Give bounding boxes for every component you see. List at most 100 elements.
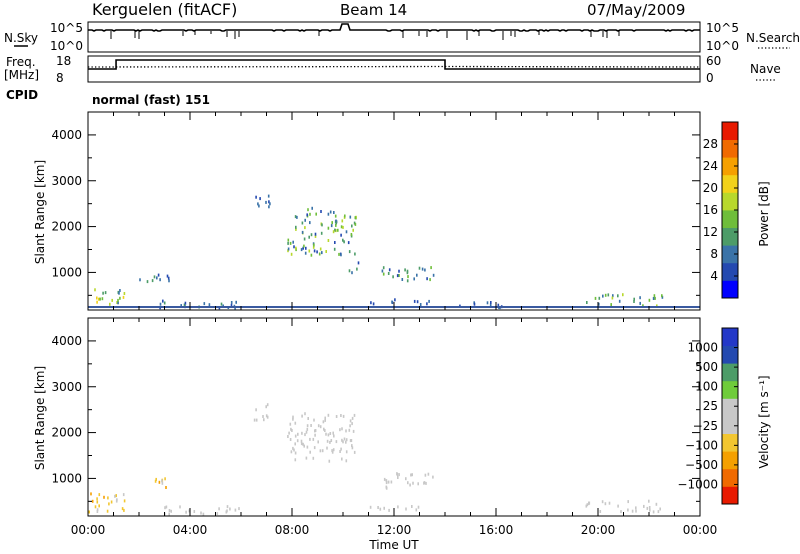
scatter-cell xyxy=(639,296,641,300)
scatter-cell xyxy=(327,433,330,437)
scatter-cell xyxy=(117,298,119,302)
scatter-cell xyxy=(319,247,322,251)
freq-tick-top: 18 xyxy=(56,54,71,68)
colorbar-tick-label: 4 xyxy=(710,269,718,283)
scatter-cell xyxy=(341,427,343,431)
scatter-cell xyxy=(397,476,399,479)
scatter-cell xyxy=(321,449,324,453)
scatter-cell xyxy=(155,477,157,481)
scatter-cell xyxy=(337,228,339,232)
colorbar-segment xyxy=(722,174,738,193)
scatter-cell xyxy=(255,195,257,199)
scatter-cell xyxy=(287,247,290,251)
scatter-cell xyxy=(184,301,187,305)
scatter-cell xyxy=(340,447,342,451)
scatter-cell xyxy=(341,438,343,442)
scatter-cell xyxy=(424,473,427,477)
colorbar-segment xyxy=(722,210,738,228)
power-frame xyxy=(87,111,701,311)
scatter-cell xyxy=(497,303,500,307)
scatter-cell xyxy=(406,279,409,283)
scatter-cell xyxy=(117,301,119,305)
scatter-cell xyxy=(352,429,355,433)
scatter-cell xyxy=(314,234,317,238)
power-axes: 4000 3000 2000 1000 xyxy=(51,111,701,310)
scatter-cell xyxy=(268,205,270,209)
scatter-cell xyxy=(185,510,187,514)
scatter-cell xyxy=(327,212,330,216)
scatter-cell xyxy=(391,300,393,304)
scatter-cell xyxy=(287,241,289,245)
scatter-cell xyxy=(258,204,260,208)
scatter-cell xyxy=(354,216,357,220)
scatter-cell xyxy=(348,250,351,254)
colorbar-segment xyxy=(722,192,738,211)
scatter-cell xyxy=(421,267,424,271)
freq-panel: Freq. [MHz] 18 8 60 0 Nave xyxy=(4,54,781,85)
scatter-cell xyxy=(416,300,419,304)
scatter-cell xyxy=(94,505,97,509)
scatter-cell xyxy=(340,225,343,229)
nsky-trace xyxy=(88,23,700,32)
scatter-cell xyxy=(348,269,351,273)
x-tick-label: 12:00 xyxy=(377,523,412,537)
nsky-label: N.Sky xyxy=(4,31,38,45)
scatter-cell xyxy=(334,228,336,232)
y-tick-label: 3000 xyxy=(51,380,82,394)
scatter-cell xyxy=(642,304,644,308)
scatter-cell xyxy=(306,445,309,449)
scatter-cell xyxy=(339,428,341,432)
scatter-cell xyxy=(369,505,372,509)
scatter-cell xyxy=(314,433,316,437)
scatter-cell xyxy=(310,424,312,427)
scatter-cell xyxy=(661,294,663,298)
scatter-cell xyxy=(646,506,649,510)
scatter-cell xyxy=(357,261,360,265)
scatter-cell xyxy=(332,230,335,234)
scatter-cell xyxy=(119,296,121,300)
scatter-cell xyxy=(235,300,237,304)
scatter-cell xyxy=(327,239,330,242)
scatter-cell xyxy=(385,479,388,483)
scatter-cell xyxy=(330,224,333,228)
scatter-cell xyxy=(329,432,332,435)
scatter-cell xyxy=(432,475,434,479)
scatter-cell xyxy=(333,211,335,214)
scatter-cell xyxy=(290,252,293,256)
scatter-cell xyxy=(287,238,290,242)
x-tick-label: 00:00 xyxy=(71,523,106,537)
scatter-cell xyxy=(308,235,310,239)
scatter-cell xyxy=(183,303,186,307)
scatter-cell xyxy=(268,200,270,204)
scatter-cell xyxy=(123,499,126,503)
scatter-cell xyxy=(620,510,622,514)
nave-label: Nave xyxy=(750,62,781,76)
y-tick-label: 1000 xyxy=(51,265,82,279)
scatter-cell xyxy=(335,219,337,223)
scatter-cell xyxy=(289,422,292,426)
scatter-cell xyxy=(308,249,311,253)
scatter-cell xyxy=(291,429,293,432)
x-tick-label: 20:00 xyxy=(581,523,616,537)
scatter-cell xyxy=(314,429,317,432)
scatter-cell xyxy=(116,301,118,304)
scatter-cell xyxy=(335,415,338,418)
colorbar-tick-label: 28 xyxy=(703,137,718,151)
scatter-cell xyxy=(601,500,604,504)
scatter-cell xyxy=(631,509,634,513)
scatter-cell xyxy=(313,249,316,253)
scatter-cell xyxy=(330,439,333,442)
scatter-cell xyxy=(262,415,264,418)
scatter-cell xyxy=(162,299,164,303)
scatter-cell xyxy=(153,275,156,279)
scatter-cell xyxy=(208,303,211,307)
scatter-cell xyxy=(319,449,322,453)
scatter-cell xyxy=(300,439,303,443)
scatter-cell xyxy=(101,297,104,301)
scatter-cell xyxy=(255,408,257,412)
scatter-cell xyxy=(383,506,385,510)
scatter-cell xyxy=(305,456,308,460)
scatter-cell xyxy=(102,291,104,295)
scatter-cell xyxy=(295,225,297,229)
